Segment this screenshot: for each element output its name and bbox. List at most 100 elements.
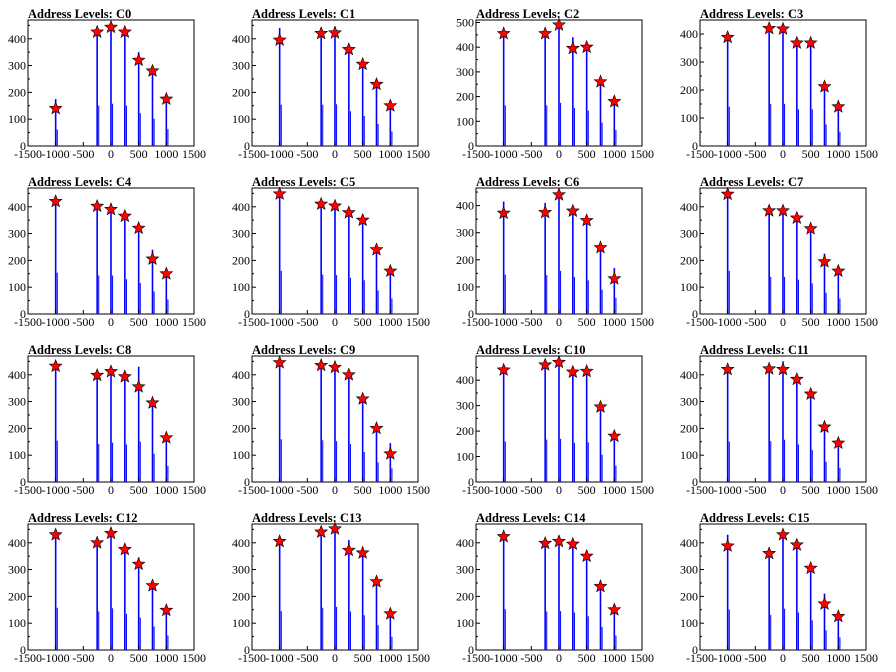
peak-star-marker	[104, 19, 118, 34]
x-tick-label: -1500	[14, 651, 42, 665]
peak-star-marker	[831, 99, 846, 113]
histogram-bar	[768, 549, 770, 650]
peak-star-marker	[131, 556, 146, 571]
x-tick-label: 500	[578, 315, 596, 329]
y-tick-label: 200	[456, 424, 474, 438]
y-tick-label: 100	[680, 280, 698, 294]
histogram-bar	[278, 190, 281, 314]
peak-star-marker	[328, 25, 342, 39]
y-tick-label: 100	[680, 616, 698, 630]
histogram-bar	[558, 358, 560, 482]
chart-panel-11: Address Levels: C11 0 100 200 300 400 -1500 -10…	[680, 343, 878, 497]
x-tick-label: -1500	[238, 651, 266, 665]
peak-star-marker	[776, 362, 790, 376]
peak-star-marker	[496, 26, 511, 40]
histogram-bar	[334, 26, 336, 147]
histogram-bar	[124, 374, 126, 482]
peak-star-marker	[552, 187, 566, 201]
y-tick-label: 300	[8, 395, 26, 409]
peak-star-marker	[159, 91, 174, 106]
histogram-bar	[599, 79, 602, 146]
histogram-bar	[502, 201, 505, 314]
histogram-bar	[96, 204, 98, 314]
peak-star-marker	[496, 529, 511, 543]
peak-star-marker	[117, 208, 132, 223]
y-tick-label: 100	[8, 448, 26, 462]
histogram-bar	[361, 60, 364, 146]
y-tick-label: 0	[20, 139, 26, 153]
peak-star-marker	[579, 213, 594, 227]
peak-star-marker	[117, 369, 132, 383]
y-tick-label: 300	[456, 563, 474, 577]
histogram-bar	[110, 204, 112, 314]
y-tick-label: 100	[232, 112, 250, 126]
y-tick-label: 100	[8, 280, 26, 294]
x-tick-label: 0	[332, 651, 338, 665]
x-tick-label: 1000	[602, 651, 626, 665]
histogram-bar	[585, 368, 588, 482]
peak-star-marker	[817, 419, 832, 433]
x-tick-label: 1500	[406, 147, 430, 161]
y-tick-label: 300	[232, 59, 250, 73]
x-tick-label: 1000	[378, 651, 402, 665]
chart-panel-8: Address Levels: C8 0 100 200 300 400 -1500 -100…	[8, 343, 206, 497]
histogram-bar	[54, 364, 57, 482]
x-tick-label: 0	[556, 651, 562, 665]
peak-star-marker	[383, 98, 398, 112]
peak-star-marker	[579, 39, 594, 54]
x-tick-label: 500	[130, 651, 148, 665]
chart-panel-3: Address Levels: C3 0 100 200 300 400 -1500 -100…	[680, 7, 878, 161]
peak-star-marker	[817, 596, 832, 610]
peak-star-marker	[720, 30, 735, 44]
chart-panel-5: Address Levels: C5 0 100 200 300 400 -1500 -100…	[232, 175, 430, 329]
histogram-bar	[96, 540, 98, 650]
peak-star-marker	[538, 357, 553, 371]
y-tick-label: 300	[456, 65, 474, 79]
peak-star-marker	[565, 536, 580, 551]
peak-star-marker	[341, 367, 356, 381]
peak-star-marker	[776, 21, 790, 35]
x-tick-label: 0	[332, 483, 338, 497]
peak-star-marker	[355, 56, 370, 71]
y-tick-label: 200	[232, 589, 250, 603]
x-tick-label: 1000	[154, 315, 178, 329]
x-tick-label: 500	[130, 147, 148, 161]
peak-star-marker	[369, 421, 384, 435]
y-tick-label: 300	[680, 563, 698, 577]
y-tick-label: 500	[456, 15, 474, 29]
y-tick-label: 300	[8, 227, 26, 241]
peak-star-marker	[496, 362, 511, 376]
x-tick-label: -1500	[462, 315, 490, 329]
x-tick-label: 0	[780, 315, 786, 329]
peak-star-marker	[789, 537, 804, 551]
peak-star-marker	[538, 26, 553, 40]
x-tick-label: 1000	[602, 483, 626, 497]
histogram-bar	[726, 190, 729, 314]
y-tick-label: 400	[456, 199, 474, 213]
histogram-bar	[320, 28, 322, 146]
peak-star-marker	[607, 428, 622, 443]
histogram-bar	[389, 612, 392, 650]
x-tick-label: -1000	[490, 651, 518, 665]
x-tick-label: 500	[802, 651, 820, 665]
histogram-bar	[348, 210, 350, 314]
peak-star-marker	[762, 21, 777, 35]
x-tick-label: 1500	[854, 147, 878, 161]
y-tick-label: 200	[8, 85, 26, 99]
y-tick-label: 400	[8, 200, 26, 214]
y-tick-label: 300	[456, 226, 474, 240]
histogram-bar	[823, 253, 826, 314]
chart-panel-10: Address Levels: C10 0 100 200 300 400 -1500 -10…	[456, 343, 654, 497]
peak-star-marker	[607, 271, 622, 285]
y-tick-label: 0	[20, 475, 26, 489]
y-tick-label: 400	[456, 373, 474, 387]
peak-star-marker	[776, 527, 790, 541]
x-tick-label: -500	[744, 315, 766, 329]
histogram-bar	[823, 84, 826, 146]
peak-star-marker	[355, 212, 370, 227]
y-tick-label: 0	[244, 139, 250, 153]
y-tick-label: 0	[20, 307, 26, 321]
peak-star-marker	[593, 579, 608, 593]
x-tick-label: -1000	[714, 315, 742, 329]
histogram-bar	[823, 593, 826, 650]
